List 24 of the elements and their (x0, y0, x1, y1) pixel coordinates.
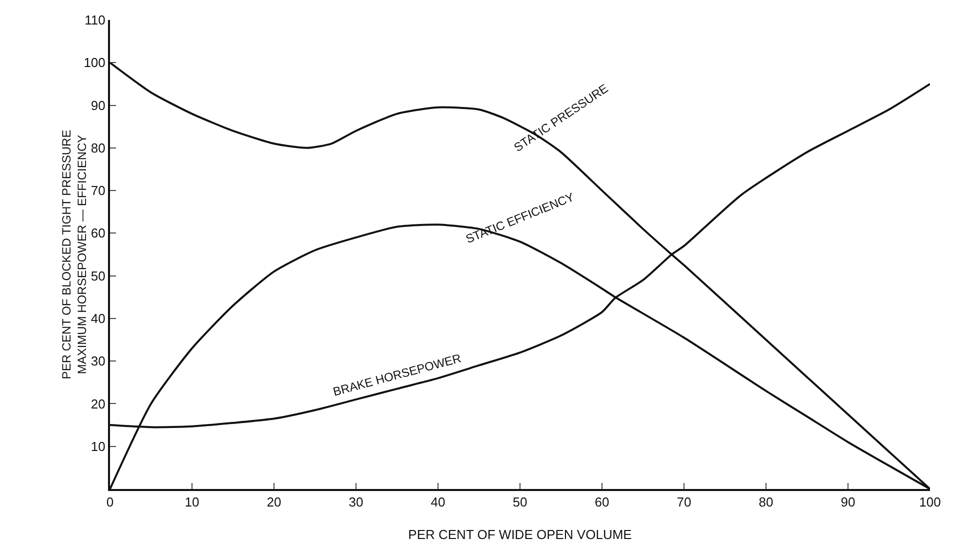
x-tick-label: 60 (594, 494, 610, 510)
y-tick-label: 100 (84, 55, 106, 70)
y-tick-label: 40 (90, 311, 106, 326)
y-tick-label: 80 (90, 140, 106, 156)
x-axis-title: PER CENT OF WIDE OPEN VOLUME (408, 527, 632, 542)
x-tick-label: 90 (840, 494, 856, 510)
x-tick-label: 100 (919, 494, 941, 510)
y-tick-label: 60 (90, 226, 106, 241)
x-tick-label: 20 (266, 494, 282, 510)
x-tick-label: 40 (430, 494, 446, 510)
x-tick-label: 10 (184, 494, 200, 510)
y-axis-title: PER CENT OF BLOCKED TIGHT PRESSURE MAXIMUM HORSEPOWER — EFFICIENCY (59, 130, 89, 380)
y-tick-label: 20 (90, 396, 106, 412)
x-tick-label: 50 (512, 494, 528, 510)
x-tick-label: 80 (758, 494, 774, 510)
x-tick-label: 70 (676, 494, 692, 510)
y-tick-label: 10 (90, 438, 106, 454)
y-tick-label: 90 (90, 98, 106, 113)
y-tick-label: 30 (90, 354, 106, 369)
x-tick-label: 30 (348, 494, 364, 510)
y-tick-label: 110 (84, 12, 106, 28)
y-tick-label: 50 (90, 268, 106, 284)
y-tick-label: 70 (90, 183, 106, 198)
x-tick-label: 0 (106, 494, 114, 510)
